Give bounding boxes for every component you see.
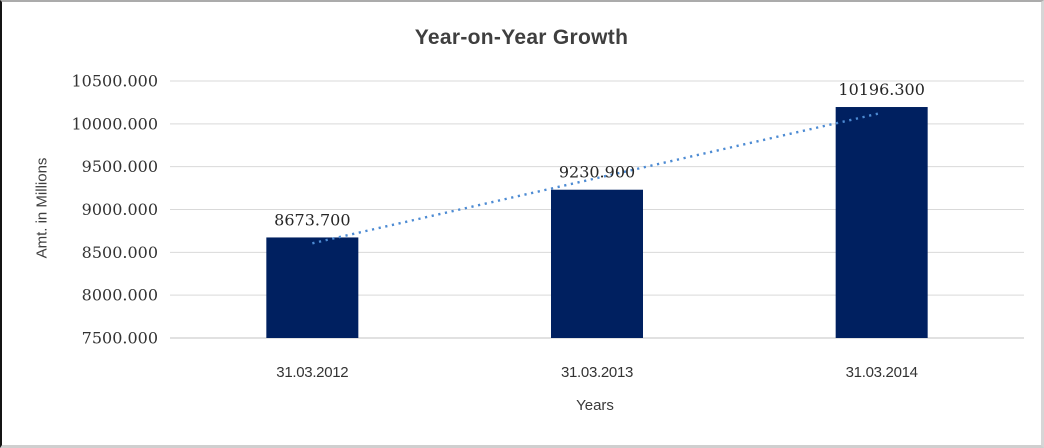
y-tick-label: 10500.000 xyxy=(71,72,158,91)
data-label: 9230.900 xyxy=(559,163,635,182)
trendline xyxy=(312,111,882,245)
bar xyxy=(266,237,359,338)
y-tick-label: 9500.000 xyxy=(82,157,158,176)
bar xyxy=(551,189,643,338)
x-tick-label: 31.03.2014 xyxy=(846,364,918,381)
x-tick-label: 31.03.2012 xyxy=(276,364,348,381)
chart-title: Year-on-Year Growth xyxy=(414,26,629,49)
y-tick-label: 8000.000 xyxy=(82,286,158,305)
x-tick-label: 31.03.2013 xyxy=(561,364,633,381)
data-label: 8673.700 xyxy=(274,210,350,229)
y-tick-label: 8500.000 xyxy=(82,243,158,262)
y-tick-label: 9000.000 xyxy=(82,200,158,219)
y-tick-label: 7500.000 xyxy=(82,329,158,348)
x-axis-title: Years xyxy=(576,397,614,414)
data-label: 10196.300 xyxy=(838,80,925,99)
y-tick-label: 10000.000 xyxy=(71,114,158,133)
bar xyxy=(835,107,928,338)
